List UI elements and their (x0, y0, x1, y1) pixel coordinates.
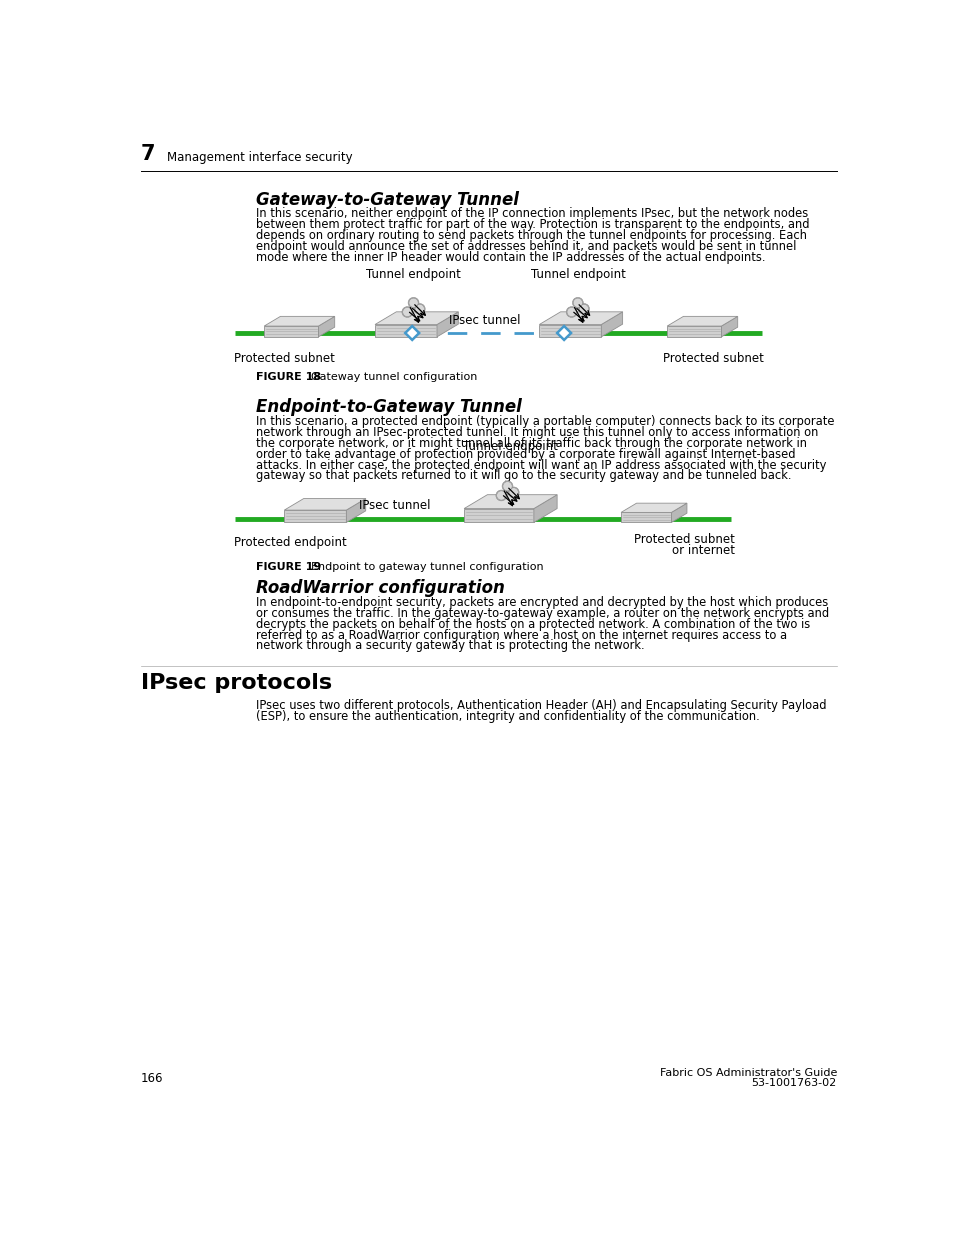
Text: the corporate network, or it might tunnel all of its traffic back through the co: the corporate network, or it might tunne… (255, 437, 806, 450)
Circle shape (401, 306, 413, 317)
Circle shape (502, 482, 512, 490)
Text: depends on ordinary routing to send packets through the tunnel endpoints for pro: depends on ordinary routing to send pack… (255, 228, 806, 242)
Polygon shape (464, 509, 534, 522)
Text: (ESP), to ensure the authentication, integrity and confidentiality of the commun: (ESP), to ensure the authentication, int… (255, 710, 759, 722)
Circle shape (415, 304, 424, 314)
Text: In endpoint-to-endpoint security, packets are encrypted and decrypted by the hos: In endpoint-to-endpoint security, packet… (255, 597, 827, 609)
Polygon shape (720, 316, 737, 337)
Polygon shape (375, 325, 436, 337)
Text: 53-1001763-02: 53-1001763-02 (751, 1078, 836, 1088)
Text: IPsec tunnel: IPsec tunnel (359, 499, 431, 513)
Circle shape (497, 490, 505, 500)
Text: Endpoint-to-Gateway Tunnel: Endpoint-to-Gateway Tunnel (255, 399, 521, 416)
Text: attacks. In either case, the protected endpoint will want an IP address associat: attacks. In either case, the protected e… (255, 458, 825, 472)
Circle shape (566, 308, 576, 316)
Polygon shape (346, 499, 365, 522)
Text: or internet: or internet (672, 543, 735, 557)
Text: Protected subnet: Protected subnet (233, 352, 335, 366)
Circle shape (402, 308, 412, 316)
Circle shape (572, 298, 582, 309)
Text: Tunnel endpoint: Tunnel endpoint (366, 268, 460, 282)
Circle shape (496, 490, 506, 501)
Polygon shape (264, 316, 335, 326)
Text: RoadWarrior configuration: RoadWarrior configuration (255, 579, 504, 598)
Circle shape (414, 304, 425, 315)
Polygon shape (666, 326, 720, 337)
Text: between them protect traffic for part of the way. Protection is transparent to t: between them protect traffic for part of… (255, 219, 808, 231)
Text: 7: 7 (141, 143, 155, 163)
Polygon shape (464, 495, 557, 509)
Text: IPsec uses two different protocols, Authentication Header (AH) and Encapsulating: IPsec uses two different protocols, Auth… (255, 699, 825, 711)
Text: In this scenario, neither endpoint of the IP connection implements IPsec, but th: In this scenario, neither endpoint of th… (255, 207, 807, 221)
Circle shape (509, 488, 517, 496)
Polygon shape (666, 316, 737, 326)
Text: gateway so that packets returned to it will go to the security gateway and be tu: gateway so that packets returned to it w… (255, 469, 790, 483)
Circle shape (508, 487, 518, 498)
Text: IPsec tunnel: IPsec tunnel (448, 314, 519, 327)
Text: Fabric OS Administrator's Guide: Fabric OS Administrator's Guide (659, 1067, 836, 1078)
Polygon shape (538, 311, 622, 325)
Text: Gateway-to-Gateway Tunnel: Gateway-to-Gateway Tunnel (255, 190, 518, 209)
Circle shape (578, 304, 589, 315)
Text: network through an IPsec-protected tunnel. It might use this tunnel only to acce: network through an IPsec-protected tunne… (255, 426, 817, 440)
Polygon shape (620, 503, 686, 513)
Polygon shape (264, 326, 318, 337)
Circle shape (408, 298, 418, 309)
Text: IPsec protocols: IPsec protocols (141, 673, 332, 693)
Text: Tunnel endpoint: Tunnel endpoint (463, 440, 558, 453)
Text: order to take advantage of protection provided by a corporate firewall against I: order to take advantage of protection pr… (255, 448, 794, 461)
Polygon shape (671, 503, 686, 522)
Polygon shape (284, 499, 365, 510)
Polygon shape (318, 316, 335, 337)
Text: Management interface security: Management interface security (167, 151, 353, 163)
Text: network through a security gateway that is protecting the network.: network through a security gateway that … (255, 640, 643, 652)
Circle shape (409, 298, 417, 308)
Text: FIGURE 19: FIGURE 19 (255, 562, 320, 573)
Text: Endpoint to gateway tunnel configuration: Endpoint to gateway tunnel configuration (311, 562, 542, 573)
Polygon shape (620, 513, 671, 522)
Text: referred to as a RoadWarrior configuration where a host on the internet requires: referred to as a RoadWarrior configurati… (255, 629, 786, 642)
Polygon shape (436, 311, 457, 337)
Text: or consumes the traffic. In the gateway-to-gateway example, a router on the netw: or consumes the traffic. In the gateway-… (255, 608, 828, 620)
Text: In this scenario, a protected endpoint (typically a portable computer) connects : In this scenario, a protected endpoint (… (255, 415, 833, 429)
Text: Protected endpoint: Protected endpoint (233, 536, 346, 550)
Circle shape (566, 306, 577, 317)
Polygon shape (375, 311, 457, 325)
Polygon shape (534, 495, 557, 522)
Text: Tunnel endpoint: Tunnel endpoint (530, 268, 625, 282)
Polygon shape (600, 311, 622, 337)
Circle shape (578, 304, 588, 314)
Polygon shape (557, 326, 571, 340)
Text: Protected subnet: Protected subnet (662, 352, 763, 366)
Circle shape (501, 480, 513, 492)
Text: decrypts the packets on behalf of the hosts on a protected network. A combinatio: decrypts the packets on behalf of the ho… (255, 618, 809, 631)
Text: endpoint would announce the set of addresses behind it, and packets would be sen: endpoint would announce the set of addre… (255, 240, 795, 253)
Circle shape (573, 298, 582, 308)
Text: 166: 166 (141, 1072, 163, 1086)
Text: FIGURE 18: FIGURE 18 (255, 372, 320, 382)
Text: mode where the inner IP header would contain the IP addresses of the actual endp: mode where the inner IP header would con… (255, 251, 764, 263)
Text: Protected subnet: Protected subnet (634, 534, 735, 546)
Text: Gateway tunnel configuration: Gateway tunnel configuration (311, 372, 476, 382)
Polygon shape (405, 326, 418, 340)
Polygon shape (538, 325, 600, 337)
Polygon shape (284, 510, 346, 522)
